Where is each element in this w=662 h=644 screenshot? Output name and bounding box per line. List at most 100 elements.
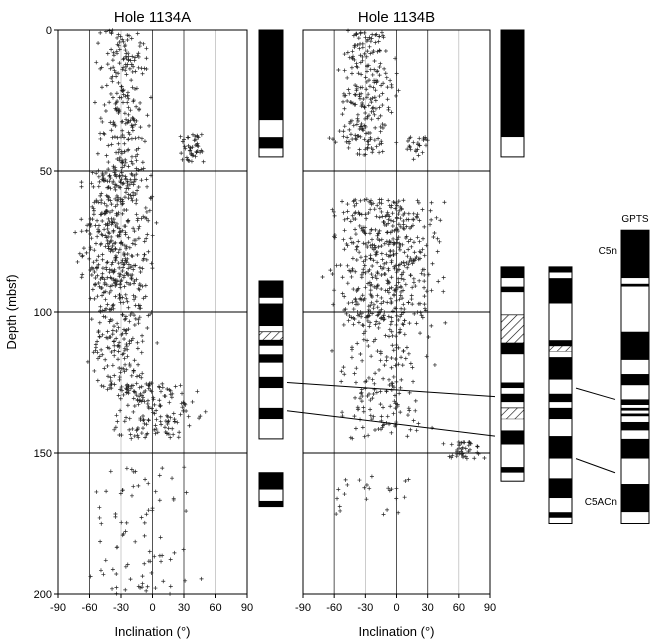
data-point (125, 347, 130, 352)
polarity-block-reversed (549, 351, 572, 358)
data-point (108, 198, 113, 203)
data-point (105, 179, 110, 184)
data-point (124, 244, 129, 249)
data-point (468, 441, 473, 446)
data-point (123, 232, 128, 237)
data-point (107, 270, 112, 275)
data-point (110, 58, 115, 63)
data-point (401, 270, 406, 275)
data-point (352, 414, 357, 419)
data-point (125, 90, 130, 95)
data-point (119, 149, 124, 154)
data-point (133, 316, 138, 321)
data-point (164, 413, 169, 418)
data-point (136, 51, 141, 56)
data-point (380, 91, 385, 96)
y-axis-label: Depth (mbsf) (4, 274, 19, 349)
data-point (422, 272, 427, 277)
data-point (387, 382, 392, 387)
data-point (370, 150, 375, 155)
data-point (146, 481, 151, 486)
data-point (109, 234, 114, 239)
data-point (112, 267, 117, 272)
data-point (130, 161, 135, 166)
data-point (399, 377, 404, 382)
data-point (154, 220, 159, 225)
data-point (375, 203, 380, 208)
data-point (114, 213, 119, 218)
data-point (361, 337, 366, 342)
data-point (482, 456, 487, 461)
data-point (96, 41, 101, 46)
data-point (344, 139, 349, 144)
data-point (365, 338, 370, 343)
data-point (130, 272, 135, 277)
data-point (132, 173, 137, 178)
data-point (398, 224, 403, 229)
data-point (381, 512, 386, 517)
data-point (345, 75, 350, 80)
data-point (133, 539, 138, 544)
data-point (100, 171, 105, 176)
data-point (110, 586, 115, 591)
data-point (330, 137, 335, 142)
data-point (372, 243, 377, 248)
data-point (376, 427, 381, 432)
data-point (94, 171, 99, 176)
data-point (370, 275, 375, 280)
x-tick-label: -90 (295, 602, 311, 614)
data-point (129, 383, 134, 388)
polarity-block-normal (549, 278, 572, 304)
data-point (354, 88, 359, 93)
data-point (350, 256, 355, 261)
data-point (370, 377, 375, 382)
data-point (395, 227, 400, 232)
data-point (97, 515, 102, 520)
data-point (142, 139, 147, 144)
data-point (87, 256, 92, 261)
data-point (366, 375, 371, 380)
data-point (403, 356, 408, 361)
data-point (88, 296, 93, 301)
data-point (79, 217, 84, 222)
data-point (111, 217, 116, 222)
data-point (152, 554, 157, 559)
data-point (132, 229, 137, 234)
data-point (98, 242, 103, 247)
data-point (385, 288, 390, 293)
data-point (394, 379, 399, 384)
data-point (375, 270, 380, 275)
data-point (132, 263, 137, 268)
data-point (394, 345, 399, 350)
data-point (371, 109, 376, 114)
data-point (132, 297, 137, 302)
data-point (118, 179, 123, 184)
data-point (120, 201, 125, 206)
data-point (134, 277, 139, 282)
data-point (389, 275, 394, 280)
data-point (110, 332, 115, 337)
data-point (377, 105, 382, 110)
data-point (117, 292, 122, 297)
data-point (357, 223, 362, 228)
data-point (459, 449, 464, 454)
data-point (129, 467, 134, 472)
data-point (379, 301, 384, 306)
data-point (154, 408, 159, 413)
data-point (95, 234, 100, 239)
data-point (140, 284, 145, 289)
data-point (141, 258, 146, 263)
data-point (391, 242, 396, 247)
data-point (117, 433, 122, 438)
data-point (352, 203, 357, 208)
data-point (119, 170, 124, 175)
data-point (347, 91, 352, 96)
data-point (402, 226, 407, 231)
data-point (100, 252, 105, 257)
data-point (123, 68, 128, 73)
data-point (379, 273, 384, 278)
data-point (353, 426, 358, 431)
polarity-block-reversed (549, 517, 572, 524)
data-point (117, 232, 122, 237)
data-point (347, 127, 352, 132)
